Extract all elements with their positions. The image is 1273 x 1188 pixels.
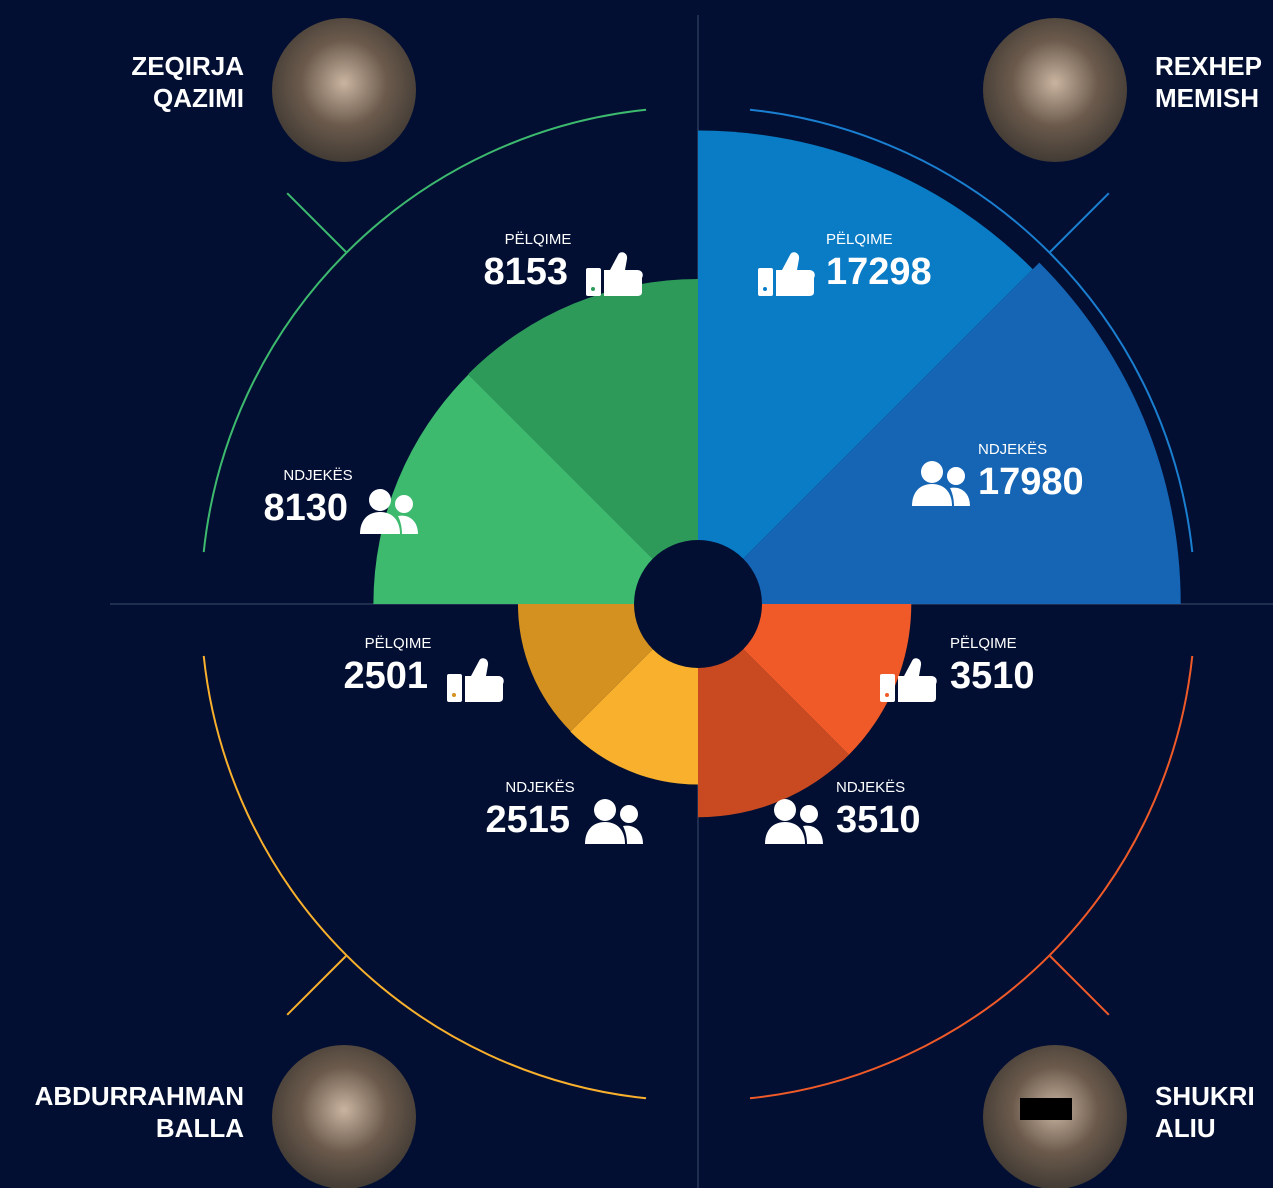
person-name: REXHEP <box>1155 51 1262 81</box>
icon-part <box>369 489 391 511</box>
category-label: PËLQIME <box>826 231 893 248</box>
icon-part <box>947 467 965 485</box>
icon-part <box>774 799 796 821</box>
category-label: PËLQIME <box>365 635 432 652</box>
value-label: 2515 <box>485 799 570 841</box>
icon-part <box>800 805 818 823</box>
value-label: 3510 <box>950 655 1035 697</box>
icon-part <box>921 461 943 483</box>
value-label: 8153 <box>483 251 568 293</box>
icon-part <box>395 495 413 513</box>
person-name: SHUKRI <box>1155 1081 1255 1111</box>
icon-part <box>594 799 616 821</box>
category-label: NDJEKËS <box>836 779 905 796</box>
icon-part <box>452 693 456 697</box>
person-name: BALLA <box>156 1113 244 1143</box>
person-name: ZEQIRJA <box>131 51 244 81</box>
category-label: NDJEKËS <box>505 779 574 796</box>
icon-part <box>447 674 462 702</box>
person-name: ABDURRAHMAN <box>35 1081 244 1111</box>
category-label: PËLQIME <box>950 635 1017 652</box>
icon-part <box>620 805 638 823</box>
value-label: 3510 <box>836 799 921 841</box>
value-label: 2501 <box>343 655 428 697</box>
category-label: NDJEKËS <box>978 441 1047 458</box>
page: ZEQIRJAQAZIMI REXHEPMEMISH ABDURRAHMANBALL… <box>0 0 1273 1188</box>
chart: ZEQIRJAQAZIMI REXHEPMEMISH ABDURRAHMANBALL… <box>0 0 1273 1188</box>
category-label: PËLQIME <box>505 231 572 248</box>
icon-part <box>758 268 773 296</box>
person-name: ALIU <box>1155 1113 1216 1143</box>
icon-part <box>885 693 889 697</box>
icon-part <box>591 287 595 291</box>
value-label: 17980 <box>978 461 1084 503</box>
person-name: MEMISH <box>1155 83 1259 113</box>
value-label: 8130 <box>263 487 348 529</box>
icon-part <box>586 268 601 296</box>
icon-part <box>880 674 895 702</box>
center-hole <box>634 540 762 668</box>
person-name: QAZIMI <box>153 83 244 113</box>
category-label: NDJEKËS <box>283 467 352 484</box>
value-label: 17298 <box>826 251 932 293</box>
icon-part <box>763 287 767 291</box>
